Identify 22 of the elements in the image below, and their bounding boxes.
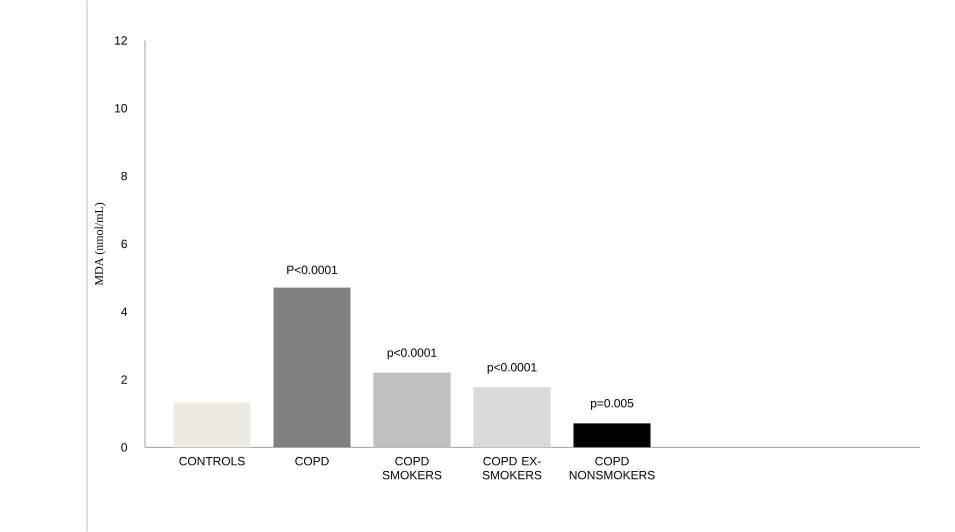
bar [474,387,551,448]
x-tick-label: COPD SMOKERS [382,457,442,480]
bar [174,402,251,448]
y-tick-label: 8 [121,172,127,180]
y-tick-label: 6 [121,240,127,248]
y-tick-label: 4 [121,308,128,316]
annotation: p<0.0001 [488,363,537,374]
bar [274,288,351,448]
annotation: p<0.0001 [388,348,437,360]
annotation: p=0.005 [591,399,634,410]
y-tick-label: 12 [115,36,127,45]
x-tick-label: COPD NONSMOKERS [570,457,655,480]
bar [574,423,651,448]
y-axis-title: MDA (nmol/mL) [94,202,106,286]
x-tick-label: COPD [295,457,329,466]
y-tick-label: 10 [115,104,128,113]
x-tick-label: COPD EX-SMOKERS [482,457,542,480]
bar [374,372,451,448]
y-tick-label: 2 [121,375,127,384]
annotation: P<0.0001 [287,266,338,274]
x-tick-label: CONTROLS [179,457,245,466]
y-tick-label: 0 [121,443,128,452]
